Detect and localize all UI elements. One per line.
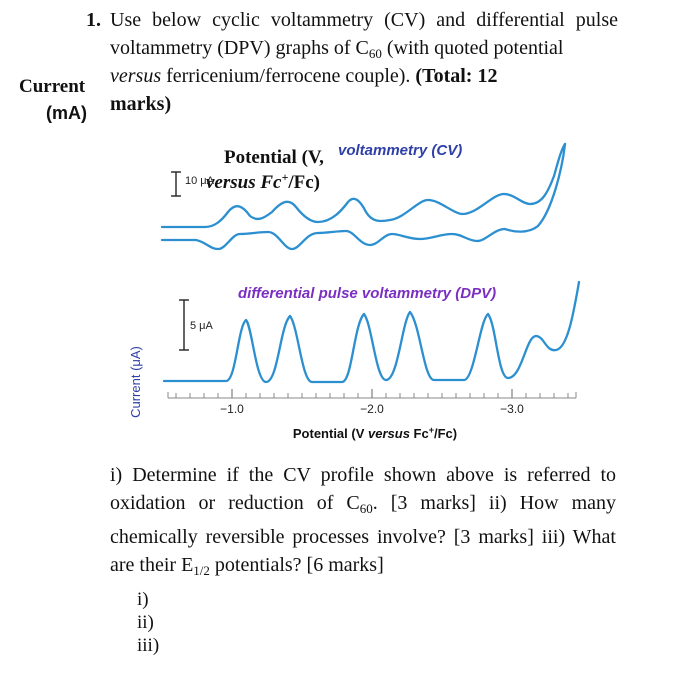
cv-title: voltammetry (CV) bbox=[338, 142, 462, 159]
x-axis bbox=[167, 389, 577, 399]
answer-label-i: i) bbox=[137, 589, 149, 610]
current-unit-label: (mA) bbox=[46, 103, 87, 123]
cv-trace-return bbox=[160, 142, 567, 251]
answer-label-ii: ii) bbox=[137, 612, 154, 633]
overlay-potential-text: Potential (V, bbox=[224, 147, 324, 168]
dpv-scale-bar bbox=[179, 299, 189, 351]
x-axis-label: Potential (V versus Fc+/Fc) bbox=[293, 425, 457, 441]
question-text-line-4: marks) bbox=[110, 93, 172, 115]
voltammetry-figure: Potential (V, voltammetry (CV) versus Fc… bbox=[128, 142, 581, 441]
cv-trace bbox=[160, 142, 567, 229]
dpv-title: differential pulse voltammetry (DPV) bbox=[238, 285, 496, 302]
dpv-scale-bar-label: 5 μA bbox=[190, 320, 214, 332]
question-text-line-1: Use below cyclic voltammetry (CV) and di… bbox=[110, 9, 618, 31]
x-tick-label: −1.0 bbox=[220, 402, 244, 416]
question-text-line-3: versus ferricenium/ferrocene couple). (T… bbox=[110, 65, 498, 87]
cv-scale-bar bbox=[171, 171, 181, 197]
x-tick-label: −3.0 bbox=[500, 402, 524, 416]
question-text-line-2: voltammetry (DPV) graphs of C60 (with qu… bbox=[110, 37, 564, 61]
dpv-trace bbox=[162, 280, 581, 384]
answer-label-iii: iii) bbox=[137, 635, 160, 656]
overlay-versus-text: versus Fc+/Fc) bbox=[206, 170, 320, 193]
x-tick-label: −2.0 bbox=[360, 402, 384, 416]
question-body: i) Determine if the CV profile shown abo… bbox=[110, 464, 617, 578]
y-axis-label: Current (μA) bbox=[128, 346, 143, 418]
current-label: Current bbox=[19, 76, 86, 97]
question-number: 1. bbox=[86, 9, 101, 31]
cv-scale-bar-label: 10 μA bbox=[185, 175, 215, 187]
